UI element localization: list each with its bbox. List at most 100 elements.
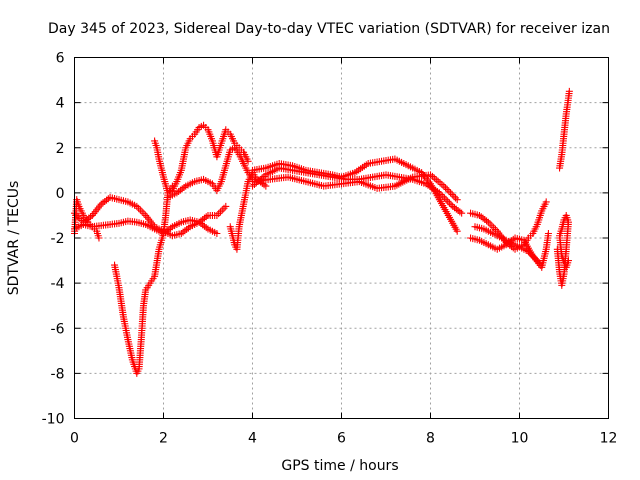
x-tick-label: 4 (248, 431, 257, 447)
y-axis-label: SDTVAR / TECUs (6, 181, 22, 296)
data-point (104, 195, 112, 203)
data-point (440, 182, 448, 190)
data-point (262, 182, 270, 190)
data-point (216, 208, 224, 216)
data-point (202, 224, 210, 232)
y-tick-label: 6 (56, 51, 65, 67)
series-arc-10 (249, 171, 461, 204)
series-arc-15 (553, 211, 572, 289)
data-point (442, 196, 450, 204)
data-point (452, 205, 460, 213)
series-arc-6 (164, 144, 256, 201)
data-point (447, 189, 455, 197)
data-point (177, 229, 185, 237)
data-point (451, 204, 459, 212)
data-point (178, 185, 186, 193)
data-point (440, 194, 448, 202)
data-point (83, 215, 91, 223)
data-point (99, 199, 107, 207)
x-tick-label: 6 (337, 431, 346, 447)
y-tick-label: 0 (56, 186, 65, 202)
data-point (103, 196, 111, 204)
data-point (213, 229, 221, 237)
y-tick-label: -2 (51, 231, 65, 247)
x-tick-label: 8 (426, 431, 435, 447)
data-point (220, 204, 228, 212)
axis-ticks: 0 2 4 6 8 10 12 -10 -8 -6 -4 -2 0 2 4 6 (42, 51, 618, 447)
y-tick-label: -4 (51, 276, 65, 292)
data-point (140, 210, 148, 218)
data-point (444, 197, 452, 205)
data-point (490, 224, 498, 232)
data-point (101, 197, 109, 205)
data-point (450, 192, 458, 200)
data-point (456, 208, 464, 216)
data-point (79, 218, 87, 226)
data-point (183, 225, 191, 233)
data-point (538, 261, 546, 269)
data-point (453, 196, 461, 204)
data-point (477, 213, 485, 221)
data-point (447, 201, 455, 209)
data-point (479, 214, 487, 222)
data-point (507, 243, 515, 251)
series-arc-13 (471, 223, 546, 269)
data-point (544, 229, 552, 237)
data-point (439, 192, 447, 200)
data-point (85, 214, 93, 222)
data-point (445, 187, 453, 195)
data-point (481, 215, 489, 223)
series-arc-14 (556, 87, 573, 172)
data-marks (71, 87, 573, 377)
data-point (565, 87, 573, 95)
y-tick-label: 2 (56, 141, 65, 157)
data-point (97, 200, 105, 208)
data-point (173, 189, 181, 197)
data-point (445, 199, 453, 207)
data-point (202, 213, 210, 221)
data-point (215, 210, 223, 218)
series-arc-5 (151, 121, 252, 197)
data-point (542, 198, 550, 206)
series-arc-3 (71, 193, 221, 240)
x-axis-label: GPS time / hours (281, 458, 398, 474)
data-point (458, 209, 466, 217)
y-tick-label: -6 (51, 321, 65, 337)
data-point (199, 221, 207, 229)
x-tick-label: 2 (159, 431, 168, 447)
data-point (138, 208, 146, 216)
chart-title: Day 345 of 2023, Sidereal Day-to-day VTE… (48, 21, 610, 37)
series-arc-7 (226, 169, 270, 253)
data-point (200, 222, 208, 230)
data-point (181, 227, 189, 235)
data-point (483, 217, 491, 225)
x-tick-label: 0 (70, 431, 79, 447)
data-point (564, 257, 572, 265)
data-point (222, 202, 230, 210)
y-tick-label: -8 (51, 366, 65, 382)
data-point (179, 228, 187, 236)
data-point (81, 217, 89, 225)
data-point (449, 202, 457, 210)
data-point (176, 186, 184, 194)
x-tick-label: 12 (600, 431, 618, 447)
data-point (475, 211, 483, 219)
x-tick-label: 10 (511, 431, 529, 447)
data-point (87, 213, 95, 221)
data-point (184, 224, 192, 232)
data-point (448, 191, 456, 199)
data-point (197, 220, 205, 228)
y-tick-label: -10 (42, 412, 65, 428)
data-point (453, 227, 461, 235)
data-point (167, 224, 175, 232)
data-point (488, 222, 496, 230)
series-arc-9 (249, 155, 461, 235)
data-point (486, 220, 494, 228)
data-point (218, 206, 226, 214)
data-point (443, 185, 451, 193)
data-point (180, 183, 188, 191)
data-point (454, 206, 462, 214)
data-point (452, 194, 460, 202)
data-point (195, 218, 203, 226)
